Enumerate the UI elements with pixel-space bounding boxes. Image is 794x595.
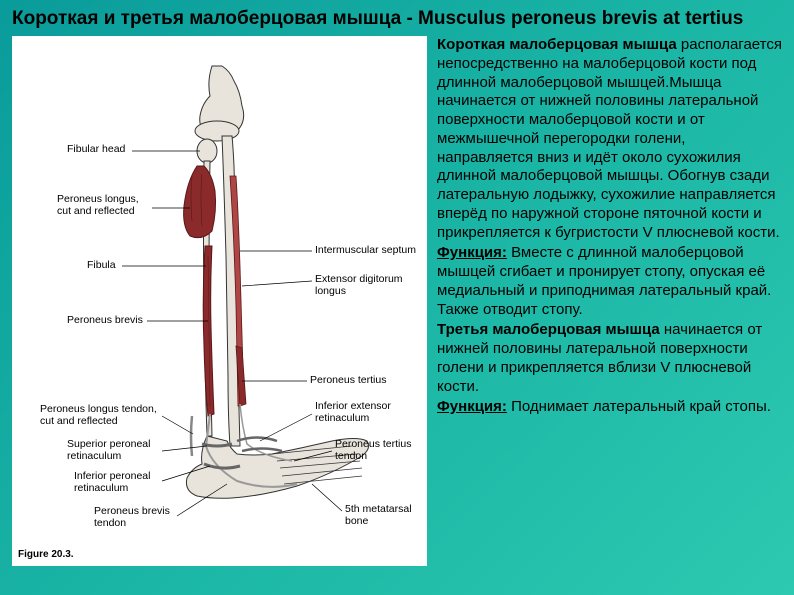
label-sup-peroneal-ret: Superior peroneal retinaculum [67, 439, 150, 462]
label-peroneus-longus-tendon: Peroneus longus tendon, cut and reflecte… [40, 404, 157, 427]
label-inf-extensor-ret: Inferior extensor retinaculum [315, 401, 391, 424]
paragraph-2: Третья малоберцовая мышца начинается от … [437, 321, 782, 396]
label-5th-metatarsal: 5th metatarsal bone [345, 504, 412, 527]
function-1-label: Функция: [437, 244, 507, 261]
label-peroneus-brevis-tendon: Peroneus brevis tendon [94, 506, 170, 529]
function-2: Функция: Поднимает латеральный край стоп… [437, 398, 782, 417]
figure-caption: Figure 20.3. [18, 549, 74, 560]
label-peroneus-tertius: Peroneus tertius [310, 375, 386, 387]
label-fibular-head: Fibular head [67, 144, 125, 156]
anatomy-diagram: Fibular head Peroneus longus, cut and re… [12, 36, 427, 566]
slide-page: Короткая и третья малоберцовая мышца - M… [0, 0, 794, 595]
muscle-1-name: Короткая малоберцовая мышца [437, 36, 677, 53]
description-text: Короткая малоберцовая мышца располагаетс… [437, 36, 782, 566]
muscle-2-name: Третья малоберцовая мышца [437, 321, 660, 338]
page-title: Короткая и третья малоберцовая мышца - M… [12, 8, 782, 30]
label-peroneus-tertius-tendon: Peroneus tertius tendon [335, 439, 411, 462]
function-2-text: Поднимает латеральный край стопы. [507, 398, 771, 415]
label-intermuscular-septum: Intermuscular septum [315, 245, 416, 257]
paragraph-1: Короткая малоберцовая мышца располагаетс… [437, 36, 782, 242]
label-extensor-digitorum: Extensor digitorum longus [315, 274, 403, 297]
muscle-1-desc: располагается непосредственно на малобер… [437, 36, 782, 241]
label-peroneus-longus-cut: Peroneus longus, cut and reflected [57, 194, 139, 217]
label-inf-peroneal-ret: Inferior peroneal retinaculum [74, 471, 150, 494]
label-peroneus-brevis: Peroneus brevis [67, 315, 143, 327]
label-fibula: Fibula [87, 260, 116, 272]
function-1: Функция: Вместе с длинной малоберцовой м… [437, 244, 782, 319]
content-row: Fibular head Peroneus longus, cut and re… [12, 36, 782, 566]
function-2-label: Функция: [437, 398, 507, 415]
